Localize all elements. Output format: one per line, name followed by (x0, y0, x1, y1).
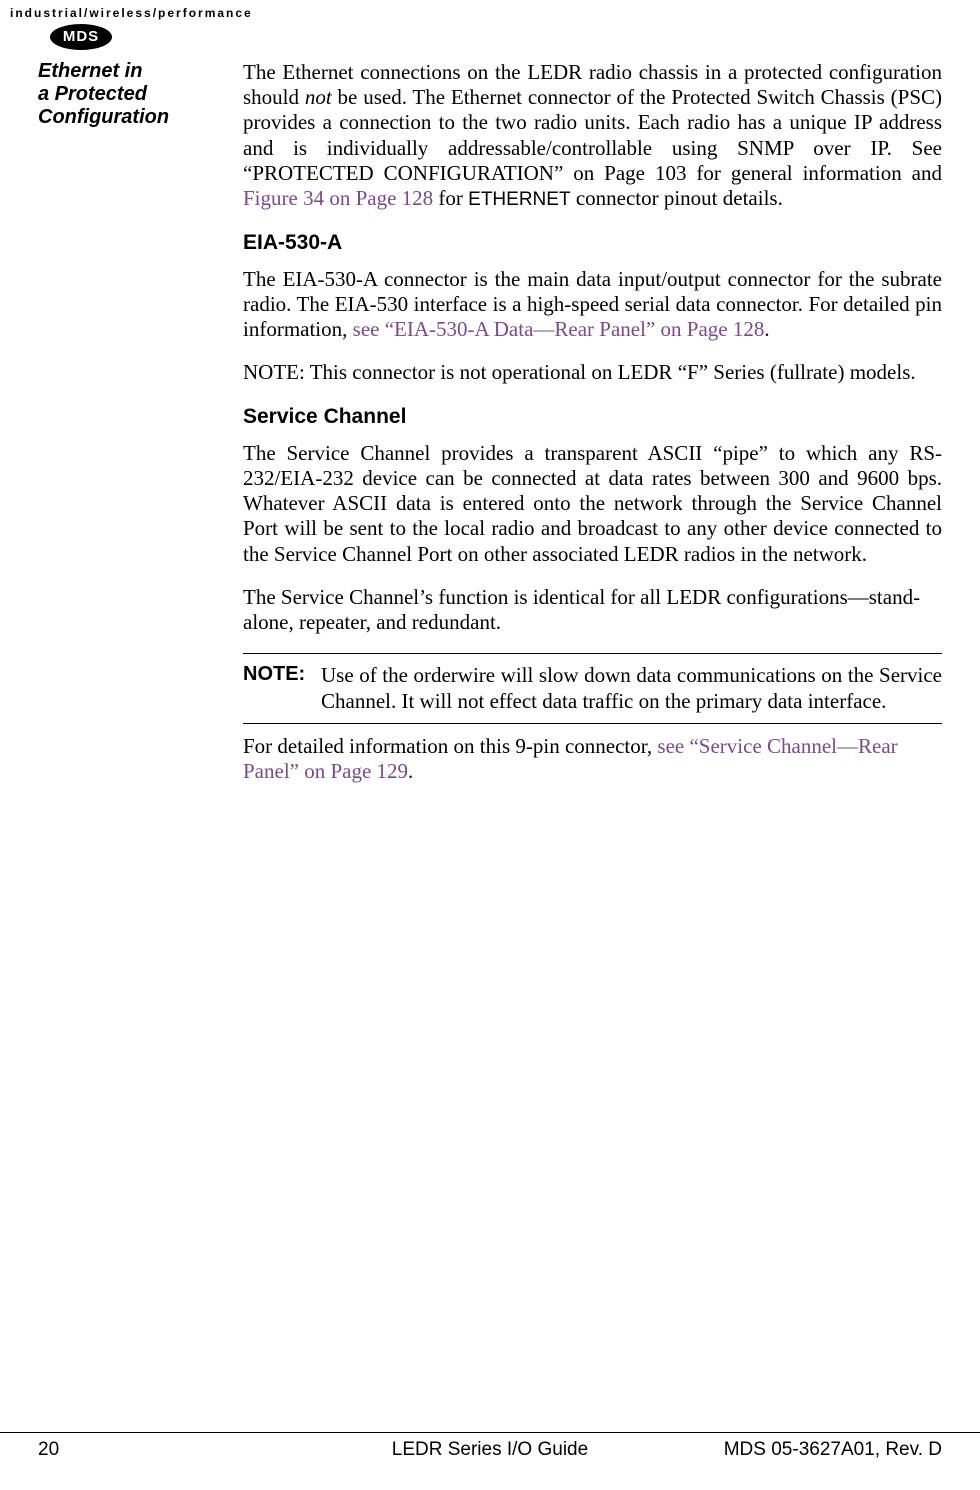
p1-b: be used. The Ethernet connector of the P… (243, 85, 942, 185)
header-tagline: industrial/wireless/performance (10, 6, 253, 20)
note-box: NOTE: Use of the orderwire will slow dow… (243, 653, 942, 724)
content-column: The Ethernet connections on the LEDR rad… (243, 60, 942, 802)
paragraph-eia: The EIA-530-A connector is the main data… (243, 267, 942, 343)
p1-ethernet-word: ETHERNET (468, 189, 570, 210)
paragraph-service-1: The Service Channel provides a transpare… (243, 441, 942, 567)
p1-d: connector pinout details. (571, 186, 783, 210)
link-eia-530[interactable]: see “EIA-530-A Data—Rear Panel” on Page … (353, 317, 765, 341)
paragraph-ethernet: The Ethernet connections on the LEDR rad… (243, 60, 942, 212)
paragraph-service-ref: For detailed information on this 9-pin c… (243, 734, 942, 784)
footer-docid: MDS 05-3627A01, Rev. D (641, 1439, 942, 1462)
logo: MDS (50, 24, 112, 50)
note-text: Use of the orderwire will slow down data… (321, 662, 942, 715)
footer-page-number: 20 (38, 1439, 339, 1462)
p6-b: . (408, 759, 413, 783)
sidebar-heading-l2: a Protected (38, 83, 147, 105)
page-body: Ethernet in a Protected Configuration Th… (0, 60, 980, 802)
heading-eia-530-a: EIA-530-A (243, 230, 942, 255)
p2-b: . (764, 317, 769, 341)
p1-not: not (305, 85, 332, 109)
sidebar-heading-l3: Configuration (38, 106, 169, 128)
link-figure-34[interactable]: Figure 34 on Page 128 (243, 186, 433, 210)
p1-c: for (433, 186, 468, 210)
sidebar: Ethernet in a Protected Configuration (38, 60, 243, 129)
footer: 20 LEDR Series I/O Guide MDS 05-3627A01,… (0, 1432, 980, 1462)
logo-text: MDS (63, 28, 99, 46)
sidebar-heading: Ethernet in a Protected Configuration (38, 60, 233, 129)
sidebar-heading-l1: Ethernet in (38, 60, 142, 82)
p6-a: For detailed information on this 9-pin c… (243, 734, 657, 758)
note-label: NOTE: (243, 662, 321, 715)
heading-service-channel: Service Channel (243, 404, 942, 429)
footer-title: LEDR Series I/O Guide (339, 1439, 640, 1462)
paragraph-note-fullrate: NOTE: This connector is not operational … (243, 360, 942, 385)
paragraph-service-2: The Service Channel’s function is identi… (243, 585, 942, 635)
